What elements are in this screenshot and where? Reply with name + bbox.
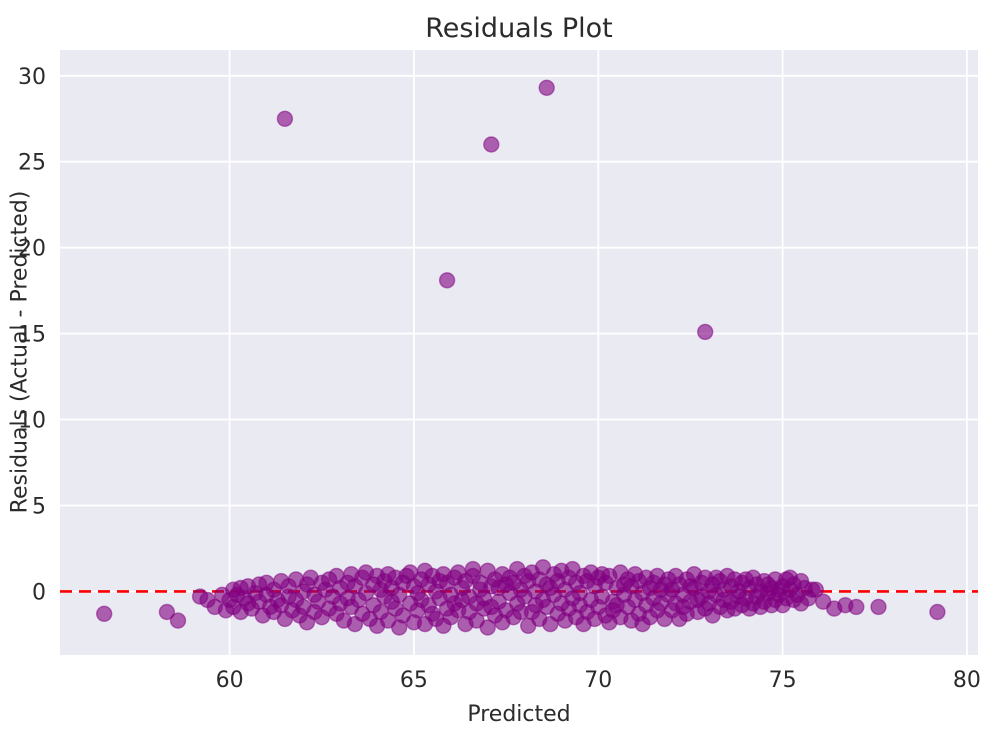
plot-area xyxy=(60,50,978,655)
data-point xyxy=(479,619,496,636)
y-tick-label: 15 xyxy=(18,323,46,348)
gridlines xyxy=(60,50,978,655)
data-point xyxy=(848,598,865,616)
y-tick-label: 0 xyxy=(32,580,46,605)
y-axis-label: Residuals (Actual - Predicted) xyxy=(7,190,33,514)
y-tick-label: 20 xyxy=(18,237,46,262)
y-tick-label: 5 xyxy=(32,495,46,520)
y-tick-label: 30 xyxy=(18,65,46,90)
x-axis-label: Predicted xyxy=(467,702,571,727)
x-tick-label: 65 xyxy=(400,668,428,693)
data-point xyxy=(697,323,714,341)
x-tick-label: 60 xyxy=(216,668,244,693)
x-tick-label: 80 xyxy=(953,668,981,693)
x-tick-label: 75 xyxy=(769,668,797,693)
data-point xyxy=(276,110,294,128)
data-point xyxy=(807,581,824,598)
data-point xyxy=(169,612,187,629)
data-point xyxy=(158,603,176,621)
data-point xyxy=(483,136,500,153)
data-point xyxy=(870,598,887,616)
data-point xyxy=(929,603,946,621)
data-point xyxy=(538,79,555,97)
tick-labels: 60 65 70 75 80 0 5 10 15 20 25 30 xyxy=(18,65,981,693)
data-point xyxy=(464,560,482,578)
scatter-points xyxy=(95,79,946,636)
data-point xyxy=(438,272,456,289)
data-point xyxy=(95,605,113,622)
chart-title: Residuals Plot xyxy=(425,13,613,44)
y-tick-label: 25 xyxy=(18,151,46,176)
x-tick-label: 70 xyxy=(584,668,612,693)
y-tick-label: 10 xyxy=(18,409,46,434)
